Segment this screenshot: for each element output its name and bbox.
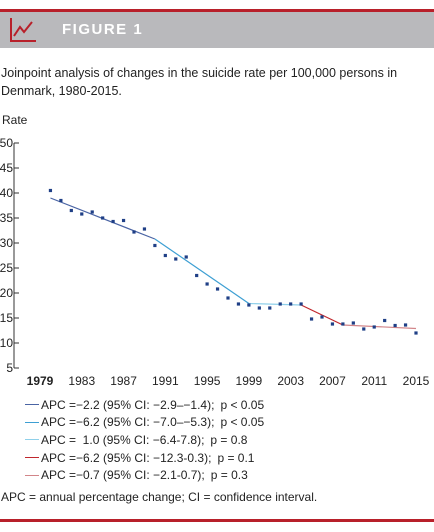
data-point [205, 282, 209, 286]
data-point [236, 302, 241, 306]
bottom-accent-rule [0, 519, 434, 522]
data-point [351, 321, 355, 325]
figure-header: FIGURE 1 [0, 12, 434, 48]
data-point [226, 296, 230, 300]
legend-item: APC = 1.0 (95% CI: −6.4-7.8); p = 0.8 [25, 431, 264, 449]
legend-item: APC =−6.2 (95% CI: −7.0–−5.3); p < 0.05 [25, 414, 264, 432]
x-tick-label: 2003 [277, 374, 304, 388]
legend-p-value: p = 0.3 [210, 468, 248, 483]
legend-p-value: p < 0.05 [220, 397, 265, 412]
trend-segment-2 [154, 238, 250, 304]
x-tick-label: 1995 [194, 374, 221, 388]
trend-segment-4 [300, 304, 344, 326]
legend-swatch [25, 421, 39, 423]
data-point [163, 253, 167, 258]
y-tick-label: 10 [0, 336, 13, 350]
legend-item: APC =−6.2 (95% CI: −12.3-0.3); p = 0.1 [25, 449, 264, 467]
legend-apc: APC =−6.2 (95% CI: −12.3-0.3); [41, 450, 212, 465]
data-point [309, 317, 314, 321]
data-point [121, 218, 126, 223]
x-tick-label: 2011 [361, 374, 387, 388]
y-tick-label: 30 [0, 236, 13, 250]
chart-legend: APC =−2.2 (95% CI: −2.9–−1.4); p < 0.05 AP… [25, 396, 264, 484]
data-point [215, 287, 220, 291]
data-point [101, 216, 105, 220]
data-point [174, 257, 178, 261]
legend-p-value: p < 0.05 [220, 415, 265, 430]
legend-p-value: p = 0.1 [217, 450, 255, 465]
data-point [320, 315, 324, 319]
data-point [80, 212, 84, 216]
data-point [393, 323, 397, 328]
x-tick-label: 2015 [403, 374, 430, 388]
y-tick-label: 50 [0, 136, 13, 150]
legend-swatch [25, 404, 39, 406]
legend-swatch [25, 457, 39, 459]
data-point [111, 219, 115, 224]
y-tick-label: 45 [0, 161, 13, 175]
x-tick-label: 2007 [319, 374, 346, 388]
y-tick-label: 5 [6, 361, 13, 375]
x-tick-label: 1999 [236, 374, 263, 388]
data-point [69, 208, 73, 213]
x-tick-label: 1979 [27, 374, 54, 388]
footnote: APC = annual percentage change; CI = con… [1, 490, 318, 504]
data-point [247, 303, 251, 307]
data-point [289, 302, 293, 306]
data-point [383, 318, 387, 323]
data-point [330, 322, 335, 326]
line-chart-icon [10, 18, 36, 42]
data-point [59, 198, 63, 203]
y-tick-label: 35 [0, 211, 13, 225]
y-tick-label: 40 [0, 186, 13, 200]
top-accent-rule [0, 9, 434, 12]
legend-swatch [25, 474, 39, 476]
chart-area: 5 10 15 20 25 30 35 40 45 50 1979 1983 1987 1991 1995 1… [0, 136, 430, 388]
x-tick-label: 1991 [152, 374, 179, 388]
y-tick-label: 20 [0, 286, 13, 300]
y-tick-label: 25 [0, 261, 13, 275]
legend-apc: APC =−0.7 (95% CI: −2.1-0.7); [41, 468, 205, 483]
data-point [48, 188, 53, 193]
legend-apc: APC =−2.2 (95% CI: −2.9–−1.4); [41, 397, 215, 412]
legend-p-value: p = 0.8 [210, 432, 248, 447]
data-point [153, 243, 157, 248]
legend-apc: APC = 1.0 (95% CI: −6.4-7.8); [41, 432, 205, 447]
figure-caption: Joinpoint analysis of changes in the sui… [1, 66, 398, 98]
legend-item: APC =−0.7 (95% CI: −2.1-0.7); p = 0.3 [25, 466, 264, 484]
data-point [299, 302, 303, 306]
data-point [414, 331, 418, 335]
data-point [132, 230, 136, 234]
data-point [142, 227, 147, 231]
data-point [90, 210, 94, 214]
data-point [341, 322, 345, 326]
legend-item: APC =−2.2 (95% CI: −2.9–−1.4); p < 0.05 [25, 396, 264, 414]
data-point [278, 302, 282, 306]
y-axis-label: Rate [2, 113, 28, 127]
data-point [362, 327, 366, 331]
x-tick-label: 1983 [68, 374, 95, 388]
legend-apc: APC =−6.2 (95% CI: −7.0–−5.3); [41, 415, 215, 430]
legend-swatch [25, 439, 39, 441]
x-tick-label: 1987 [110, 374, 137, 388]
trend-segment-3 [248, 302, 302, 306]
trend-segment-5 [342, 324, 417, 330]
data-point [268, 306, 272, 310]
data-point [372, 325, 376, 329]
y-tick-label: 15 [0, 311, 13, 325]
figure-label: FIGURE 1 [62, 21, 144, 38]
data-point [257, 306, 261, 310]
data-point [184, 255, 188, 259]
data-point [195, 273, 199, 278]
data-point [403, 323, 408, 327]
